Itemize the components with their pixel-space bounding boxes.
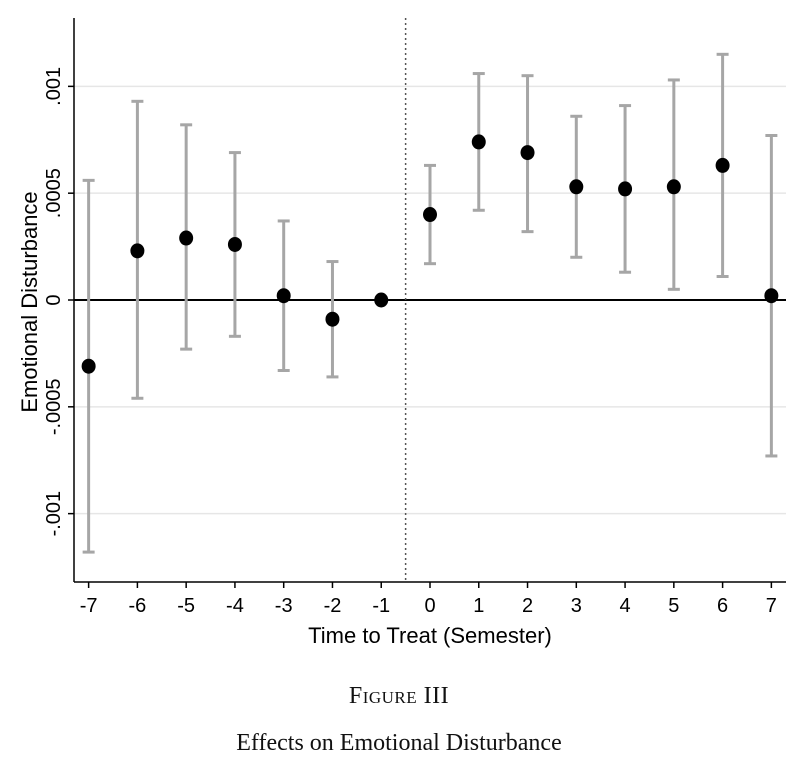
x-tick-label: 4 xyxy=(620,595,631,617)
y-tick-label: -.0005 xyxy=(43,378,65,435)
x-tick-label: 0 xyxy=(424,595,435,617)
y-tick-label: .0005 xyxy=(43,168,65,218)
x-tick-label: -5 xyxy=(177,595,195,617)
x-tick-label: -3 xyxy=(275,595,293,617)
confidence-intervals xyxy=(82,52,778,554)
x-tick-label: 5 xyxy=(668,595,679,617)
point-estimate xyxy=(179,230,194,246)
point-estimates xyxy=(81,134,779,374)
x-tick-label: -1 xyxy=(372,595,390,617)
x-tick-label: -7 xyxy=(80,595,98,617)
figure-label: Figure III xyxy=(348,683,450,709)
point-estimate xyxy=(618,181,633,197)
point-estimate xyxy=(423,207,437,223)
point-estimate xyxy=(764,288,779,304)
x-tick-label: 2 xyxy=(522,595,533,617)
point-estimate xyxy=(374,292,389,308)
x-tick-label: 7 xyxy=(766,595,777,617)
x-tick-label: -2 xyxy=(324,595,342,617)
ticks: -.001 -.0005 0 .0005 .001 -7 -6 -5 -4 -3 -2 -1 0 1 2 3 4… xyxy=(43,67,777,617)
x-tick-label: -6 xyxy=(128,595,146,617)
event-study-chart: -.001 -.0005 0 .0005 .001 -7 -6 -5 -4 -3 -2 -1 0 1 2 3 4… xyxy=(17,18,786,648)
point-estimate xyxy=(325,311,340,327)
point-estimate xyxy=(471,134,486,150)
x-axis-title: Time to Treat (Semester) xyxy=(308,623,552,648)
point-estimate xyxy=(130,243,145,259)
point-estimate xyxy=(666,179,681,195)
point-estimate xyxy=(227,236,242,252)
point-estimate xyxy=(276,288,291,304)
point-estimate xyxy=(715,157,730,173)
reference-lines xyxy=(74,18,786,582)
point-estimate xyxy=(569,179,584,195)
figure-title: Effects on Emotional Disturbance xyxy=(236,730,562,756)
x-tick-label: 3 xyxy=(571,595,582,617)
y-tick-label: .001 xyxy=(43,67,65,106)
point-estimate xyxy=(81,358,96,374)
x-tick-label: 6 xyxy=(717,595,728,617)
y-axis-title: Emotional Disturbance xyxy=(17,191,42,412)
x-tick-label: -4 xyxy=(226,595,244,617)
point-estimate xyxy=(520,145,535,161)
x-tick-label: 1 xyxy=(473,595,484,617)
y-tick-label: -.001 xyxy=(43,491,65,537)
y-tick-label: 0 xyxy=(43,294,65,305)
